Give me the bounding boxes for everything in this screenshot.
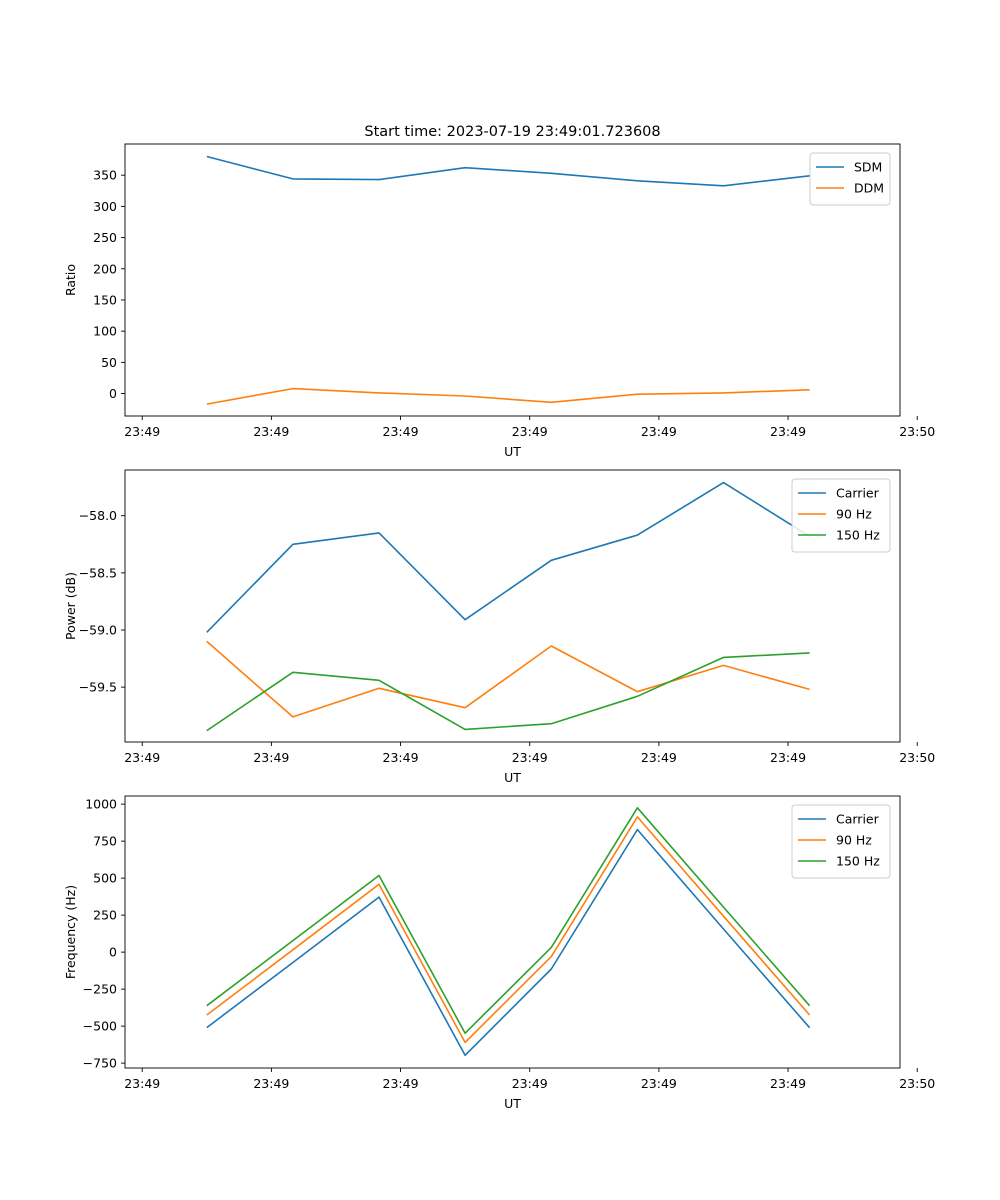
figure-title: Start time: 2023-07-19 23:49:01.723608 (364, 124, 660, 140)
x-axis-label: UT (504, 1096, 521, 1111)
x-tick-label: 23:49 (770, 750, 806, 765)
legend-label: Carrier (836, 812, 880, 827)
legend-box (809, 152, 891, 206)
chart-frequency: 23:49 23:49 23:49 23:49 23:49 23:49 23:50 −750 −… (63, 795, 935, 1111)
y-tick-label: 750 (93, 834, 117, 849)
series-line-carrier (206, 481, 811, 633)
x-tick-label: 23:49 (124, 424, 160, 439)
y-tick-label: −750 (83, 1056, 117, 1071)
y-tick-label: 250 (93, 230, 117, 245)
y-tick-label: −59.5 (79, 680, 117, 695)
x-tick-label: 23:50 (899, 424, 935, 439)
chart-power: 23:49 23:49 23:49 23:49 23:49 23:49 23:50 −59.5… (63, 469, 935, 785)
legend-label: 90 Hz (836, 833, 872, 848)
y-tick-label: 500 (93, 871, 117, 886)
legend-label: 90 Hz (836, 507, 872, 522)
y-tick-label: 150 (93, 292, 117, 307)
series-line-sdm (206, 155, 810, 187)
y-tick-label: 300 (93, 199, 117, 214)
series-line-150-hz (206, 806, 811, 1034)
x-tick-label: 23:49 (770, 1076, 806, 1091)
axes-frame (124, 795, 901, 1069)
x-tick-label: 23:49 (124, 1076, 160, 1091)
x-tick-label: 23:49 (641, 424, 677, 439)
x-tick-label: 23:49 (124, 750, 160, 765)
legend-box (791, 804, 891, 879)
series-line-ddm (206, 387, 810, 405)
x-tick-label: 23:49 (641, 750, 677, 765)
x-tick-label: 23:49 (512, 1076, 548, 1091)
y-tick-label: −58.0 (79, 508, 117, 523)
x-axis-label: UT (504, 444, 521, 459)
y-tick-label: 50 (101, 355, 117, 370)
x-tick-label: 23:49 (253, 1076, 289, 1091)
legend-label: 150 Hz (836, 854, 880, 869)
x-axis-label: UT (504, 770, 521, 785)
x-tick-label: 23:49 (641, 1076, 677, 1091)
y-tick-label: 350 (93, 168, 117, 183)
series-line-carrier (206, 828, 811, 1057)
y-tick-label: 200 (93, 261, 117, 276)
legend-box (791, 478, 891, 553)
legend-label: SDM (854, 160, 882, 175)
chart-ratio: 23:49 23:49 23:49 23:49 23:49 23:49 23:50 0 50 10… (63, 143, 935, 459)
y-tick-label: 0 (109, 386, 117, 401)
series-line-150-hz (206, 652, 810, 732)
x-tick-label: 23:49 (253, 750, 289, 765)
y-tick-label: −500 (83, 1019, 117, 1034)
y-tick-label: −250 (83, 982, 117, 997)
x-tick-label: 23:50 (899, 750, 935, 765)
series-line-90-hz (206, 640, 810, 718)
x-tick-label: 23:49 (383, 750, 419, 765)
x-tick-label: 23:49 (383, 1076, 419, 1091)
y-tick-label: 0 (109, 945, 117, 960)
y-tick-label: −59.0 (79, 623, 117, 638)
y-tick-label: 1000 (85, 797, 117, 812)
axes-frame (124, 469, 901, 743)
series-line-90-hz (206, 816, 811, 1044)
x-tick-label: 23:49 (383, 424, 419, 439)
x-tick-label: 23:49 (253, 424, 289, 439)
x-tick-label: 23:49 (770, 424, 806, 439)
axes-frame (124, 143, 901, 417)
y-tick-label: −58.5 (79, 565, 117, 580)
y-tick-label: 250 (93, 908, 117, 923)
x-tick-label: 23:49 (512, 424, 548, 439)
legend-label: 150 Hz (836, 528, 880, 543)
y-axis-label: Frequency (Hz) (63, 885, 78, 979)
y-axis-label: Power (dB) (63, 572, 78, 640)
legend-label: DDM (854, 181, 884, 196)
legend-label: Carrier (836, 486, 880, 501)
x-tick-label: 23:50 (899, 1076, 935, 1091)
y-axis-label: Ratio (63, 264, 78, 296)
x-tick-label: 23:49 (512, 750, 548, 765)
y-tick-label: 100 (93, 324, 117, 339)
